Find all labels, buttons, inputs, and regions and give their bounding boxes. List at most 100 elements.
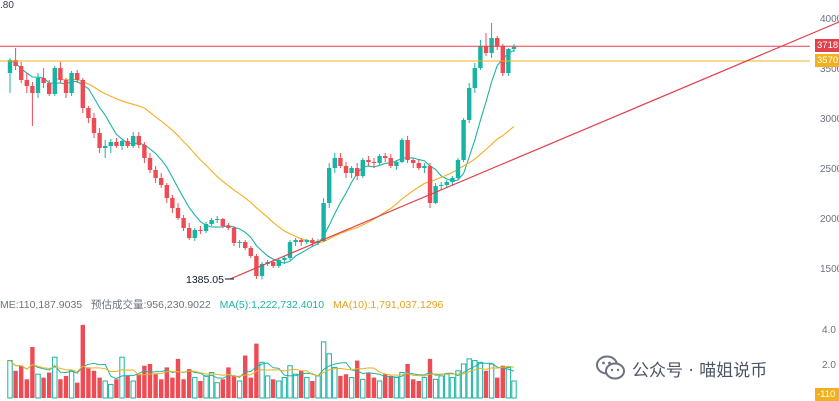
- volume-bar: [495, 377, 500, 398]
- candle-body: [304, 240, 309, 242]
- candle-body: [377, 156, 382, 163]
- volume-bar: [187, 369, 192, 398]
- candle-body: [125, 141, 130, 146]
- volume-bar: [281, 377, 288, 399]
- volume-bar: [287, 365, 293, 399]
- volume-header: ME:110,187.9035 预估成交量:956,230.9022 MA(5)…: [0, 297, 449, 312]
- volume-bar: [366, 372, 371, 398]
- volume-bar: [220, 379, 225, 398]
- candle-body: [108, 142, 113, 146]
- candle-body: [427, 166, 433, 203]
- volume-bar: [320, 341, 327, 399]
- volume-bar: [399, 372, 405, 399]
- volume-bar: [142, 365, 147, 398]
- ascending-trendline: [229, 21, 839, 280]
- candle-body: [450, 178, 455, 182]
- candle-body: [511, 47, 517, 49]
- candle-body: [293, 240, 298, 242]
- candle-body: [478, 46, 483, 68]
- price-tick-label: 3000: [820, 114, 839, 125]
- candle-body: [136, 136, 141, 145]
- volume-bar: [348, 377, 355, 399]
- candle-body: [455, 160, 461, 178]
- candle-body: [19, 66, 24, 80]
- candle-body: [271, 262, 276, 266]
- candle-body: [248, 248, 253, 256]
- candle-body: [91, 118, 97, 133]
- volume-bar: [52, 356, 58, 399]
- volume-bar: [236, 380, 243, 399]
- volume-bar: [102, 380, 108, 399]
- volume-bar: [483, 370, 489, 398]
- candle-body: [495, 38, 500, 46]
- candle-body: [119, 141, 125, 146]
- volume-bar: [383, 374, 388, 398]
- candle-body: [366, 160, 371, 162]
- candle-body: [411, 160, 416, 163]
- volume-bar: [136, 374, 141, 398]
- volume-bar: [427, 358, 433, 398]
- candle-body: [147, 158, 153, 170]
- volume-bar: [80, 324, 85, 398]
- candle-body: [131, 136, 136, 146]
- volume-bar: [500, 365, 505, 398]
- volume-bar: [91, 370, 97, 398]
- volume-bar: [393, 377, 400, 399]
- candle-body: [321, 203, 326, 241]
- candle-body: [254, 256, 259, 276]
- candle-body: [198, 230, 203, 231]
- volume-ma-lines: [9, 360, 515, 380]
- watermark-text: 公众号 · 喵姐说币: [632, 360, 768, 381]
- volume-bar: [114, 379, 119, 398]
- candlestick-series: [7, 23, 517, 280]
- candle-body: [114, 142, 119, 146]
- candle-body: [52, 68, 57, 94]
- candle-body: [203, 224, 209, 231]
- watermark: 公众号 · 喵姐说币: [596, 355, 767, 381]
- volume-bar: [159, 379, 164, 398]
- candle-body: [355, 168, 360, 176]
- price-tick-label: 3500: [820, 64, 839, 75]
- candle-body: [287, 242, 293, 258]
- volume-bar: [276, 380, 282, 399]
- volume-bar: [371, 377, 377, 398]
- candle-body: [220, 219, 225, 226]
- candle-body: [69, 73, 74, 93]
- volume-bar: [299, 370, 304, 398]
- candle-body: [416, 163, 421, 168]
- volume-bar: [181, 379, 186, 398]
- candle-body: [299, 240, 304, 242]
- volume-bar: [343, 374, 349, 398]
- volume-bar: [376, 380, 383, 399]
- resistance-price-badge: 3718: [815, 39, 839, 52]
- candle-body: [349, 168, 354, 173]
- candle-body: [310, 240, 315, 243]
- candle-body: [388, 158, 393, 166]
- volume-bar: [315, 375, 321, 399]
- candle-body: [461, 120, 466, 160]
- candle-body: [35, 78, 41, 93]
- candle-body: [75, 73, 80, 80]
- volume-bar: [243, 355, 248, 398]
- ma-slow-line: [54, 78, 515, 244]
- candle-body: [41, 78, 46, 83]
- volume-bar: [304, 377, 310, 399]
- low-price-label: 1385.05: [186, 274, 224, 286]
- volume-bar: [416, 381, 421, 398]
- candle-body: [170, 198, 175, 208]
- volume-bar: [47, 372, 52, 398]
- volume-scale-badge: -110: [815, 388, 839, 401]
- volume-bar: [271, 379, 276, 398]
- volume-bar: [511, 380, 517, 399]
- top-price-fragment: .80: [0, 0, 14, 11]
- volume-bar: [411, 379, 416, 398]
- volume-bar: [449, 377, 456, 399]
- volume-bar: [175, 358, 181, 398]
- candle-body: [215, 219, 220, 220]
- candle-body: [47, 83, 52, 94]
- horizontal-levels: [0, 45, 810, 62]
- candle-body: [237, 242, 242, 243]
- volume-bar: [68, 370, 75, 399]
- volume-tick-label: 4.0: [822, 325, 836, 336]
